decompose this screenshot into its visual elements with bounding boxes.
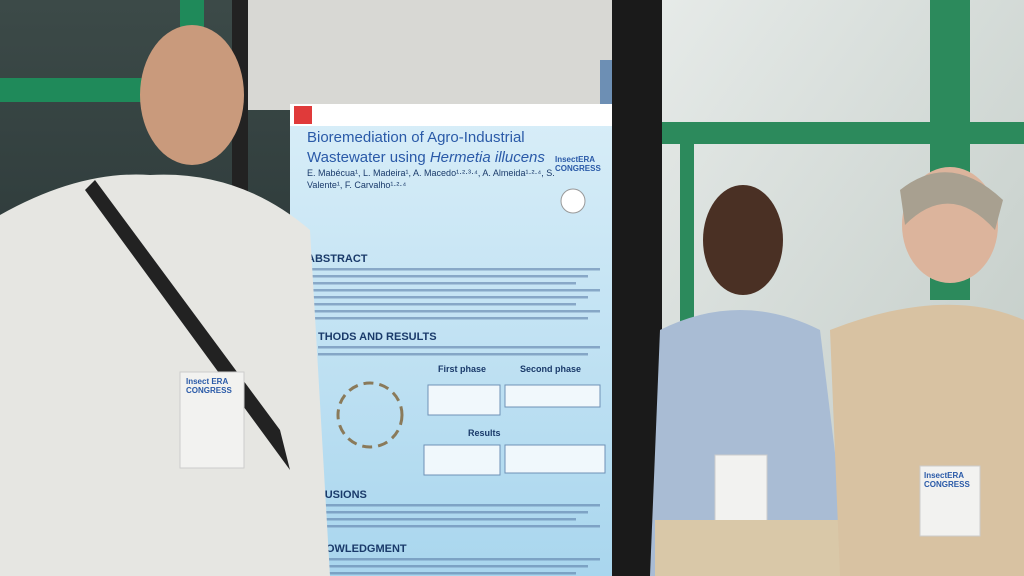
text-line bbox=[307, 310, 600, 313]
poster-title: Wastewater using bbox=[307, 149, 426, 166]
section-heading: ABSTRACT bbox=[307, 253, 368, 265]
badge-text: CONGRESS bbox=[186, 386, 232, 395]
text-line bbox=[307, 275, 588, 278]
section-heading: THODS AND RESULTS bbox=[318, 331, 437, 343]
text-line bbox=[318, 558, 600, 561]
section-heading: LUSIONS bbox=[318, 489, 367, 501]
subheading: Results bbox=[468, 428, 501, 438]
text-line bbox=[318, 525, 600, 528]
table bbox=[504, 384, 601, 408]
table bbox=[423, 444, 501, 476]
poster-header bbox=[290, 104, 612, 126]
badge bbox=[919, 465, 981, 537]
head bbox=[140, 25, 244, 165]
text-line bbox=[318, 346, 600, 349]
logo-text: InsectERA bbox=[555, 155, 595, 164]
diagram bbox=[336, 381, 404, 449]
text-line bbox=[307, 268, 600, 271]
text-line bbox=[307, 303, 576, 306]
poster-logo bbox=[294, 106, 312, 124]
head bbox=[703, 185, 783, 295]
text-line bbox=[318, 353, 588, 356]
ceiling bbox=[240, 0, 620, 110]
trousers bbox=[655, 520, 845, 576]
badge-text: InsectERA bbox=[924, 471, 964, 480]
text-line bbox=[307, 282, 576, 285]
text-line bbox=[318, 565, 588, 568]
badge-text: CONGRESS bbox=[924, 480, 970, 489]
poster bbox=[290, 104, 612, 576]
table bbox=[427, 384, 501, 416]
person-left bbox=[0, 25, 330, 576]
logo-text: CONGRESS bbox=[555, 164, 601, 173]
badge bbox=[179, 371, 245, 469]
table bbox=[504, 444, 606, 474]
section-heading: NOWLEDGMENT bbox=[318, 543, 407, 555]
shirt bbox=[650, 310, 850, 576]
person-middle bbox=[650, 185, 850, 576]
subheading: First phase bbox=[438, 364, 486, 374]
text-line bbox=[307, 317, 588, 320]
poster-title-species: Hermetia illucens bbox=[430, 149, 546, 166]
poster-authors: E. Mabécua¹, L. Madeira¹, A. Macedo¹·²·³… bbox=[307, 168, 555, 178]
portrait bbox=[560, 188, 586, 214]
text-line bbox=[307, 289, 600, 292]
poster-authors: Valente¹, F. Carvalho¹·²·⁴ bbox=[307, 180, 406, 190]
text-line bbox=[318, 504, 600, 507]
poster-title: Wastewater using Hermetia illucens bbox=[307, 149, 545, 166]
screen-frame bbox=[612, 0, 662, 576]
text-line bbox=[318, 511, 588, 514]
shirt bbox=[0, 174, 330, 576]
badge bbox=[714, 454, 768, 528]
poster-title: Bioremediation of Agro-Industrial bbox=[307, 129, 525, 146]
badge-text: Insect ERA bbox=[186, 377, 228, 386]
text-line bbox=[318, 518, 576, 521]
subheading: Second phase bbox=[520, 364, 581, 374]
hair bbox=[900, 172, 1003, 230]
person-right bbox=[830, 167, 1024, 576]
text-line bbox=[318, 572, 576, 575]
poster-body: ABSTRACT THODS AND RESULTS LUSIONS NOWLEDGM… bbox=[307, 253, 606, 575]
text-line bbox=[307, 296, 588, 299]
